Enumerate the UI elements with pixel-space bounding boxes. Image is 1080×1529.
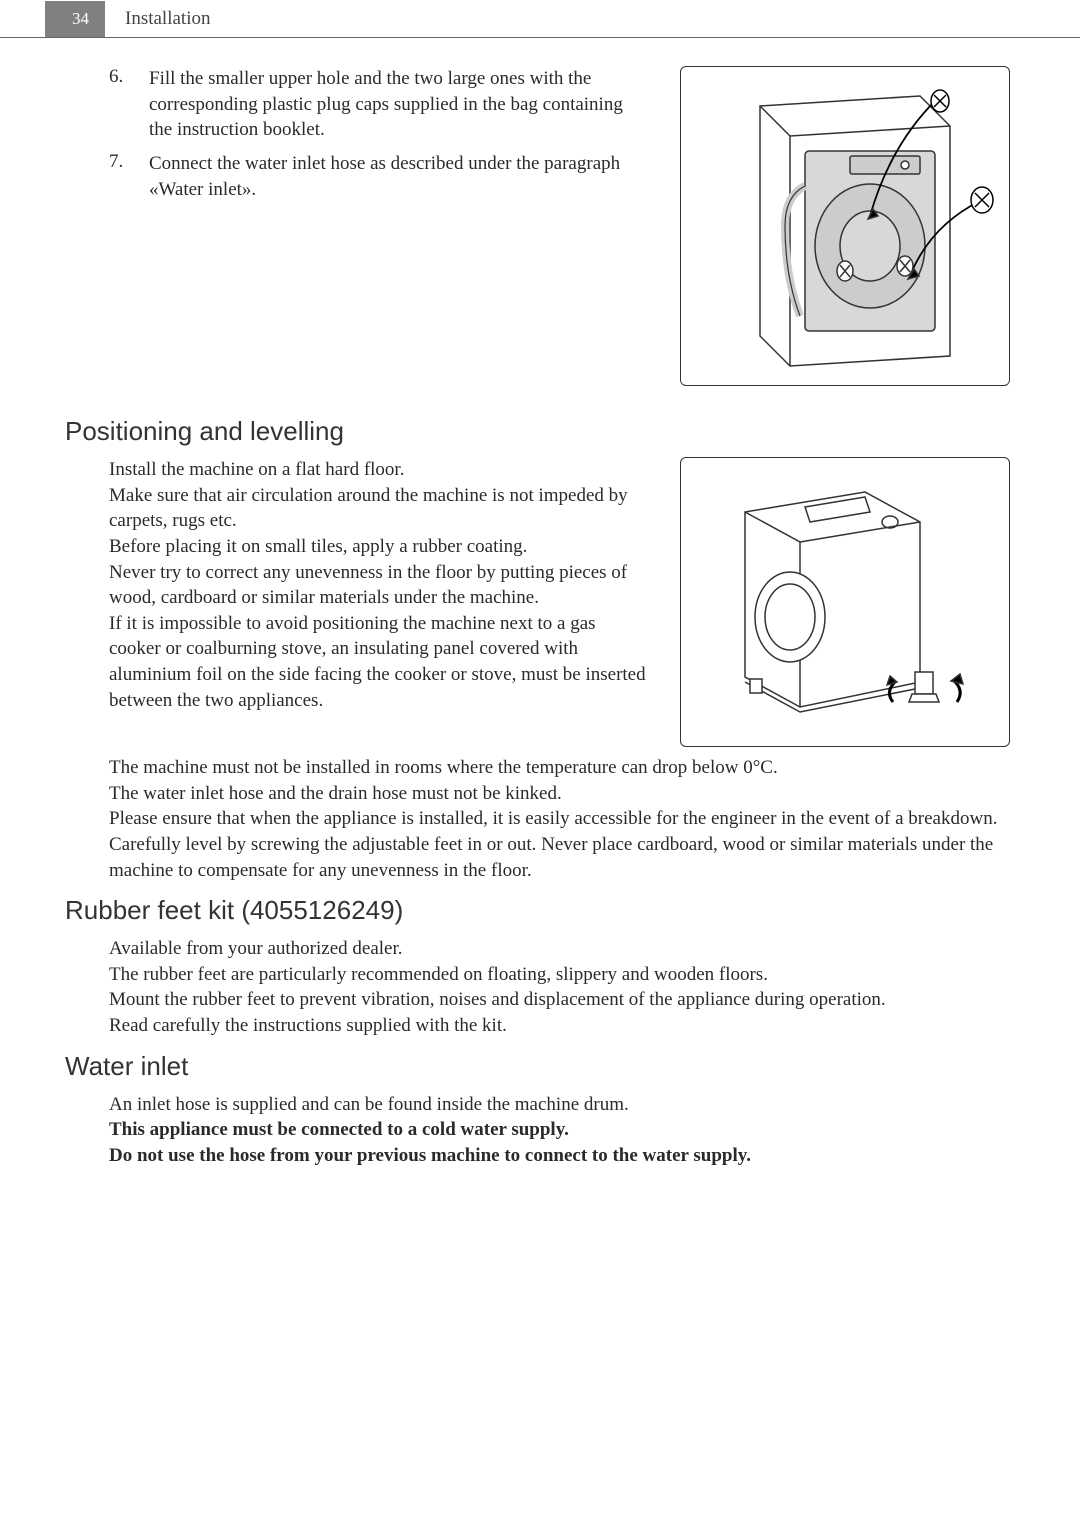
positioning-row: Install the machine on a flat hard floor… bbox=[65, 457, 1015, 747]
levelling-diagram-column bbox=[675, 457, 1015, 747]
positioning-p8: Please ensure that when the appliance is… bbox=[65, 806, 1015, 832]
page-number: 34 bbox=[45, 1, 105, 37]
rubber-feet-p4: Read carefully the instructions supplied… bbox=[65, 1013, 1015, 1039]
positioning-p5: If it is impossible to avoid positioning… bbox=[65, 611, 650, 714]
header-section-title: Installation bbox=[125, 8, 210, 30]
washing-machine-levelling-diagram-icon bbox=[690, 467, 1000, 737]
step-number: 6. bbox=[109, 66, 149, 143]
rubber-feet-heading: Rubber feet kit (4055126249) bbox=[65, 895, 1015, 926]
water-inlet-heading: Water inlet bbox=[65, 1051, 1015, 1082]
levelling-diagram-box bbox=[680, 457, 1010, 747]
washing-machine-rear-diagram-icon bbox=[690, 76, 1000, 376]
plug-caps-diagram-box bbox=[680, 66, 1010, 386]
installation-steps-list: 6. Fill the smaller upper hole and the t… bbox=[65, 66, 650, 202]
steps-row: 6. Fill the smaller upper hole and the t… bbox=[65, 66, 1015, 386]
rubber-feet-p3: Mount the rubber feet to prevent vibrati… bbox=[65, 987, 1015, 1013]
positioning-p6: The machine must not be installed in roo… bbox=[65, 755, 1015, 781]
positioning-p3: Before placing it on small tiles, apply … bbox=[65, 534, 650, 560]
positioning-p2: Make sure that air circulation around th… bbox=[65, 483, 650, 534]
positioning-p9: Carefully level by screwing the adjustab… bbox=[65, 832, 1015, 883]
diagram-column bbox=[675, 66, 1015, 386]
step-7: 7. Connect the water inlet hose as descr… bbox=[109, 151, 650, 202]
page-content: 6. Fill the smaller upper hole and the t… bbox=[0, 66, 1080, 1209]
page-header: 34 Installation bbox=[0, 0, 1080, 38]
rubber-feet-p2: The rubber feet are particularly recomme… bbox=[65, 962, 1015, 988]
positioning-heading: Positioning and levelling bbox=[65, 416, 1015, 447]
step-6: 6. Fill the smaller upper hole and the t… bbox=[109, 66, 650, 143]
rubber-feet-p1: Available from your authorized dealer. bbox=[65, 936, 1015, 962]
water-inlet-p2: This appliance must be connected to a co… bbox=[65, 1117, 1015, 1143]
positioning-p1: Install the machine on a flat hard floor… bbox=[65, 457, 650, 483]
steps-text-column: 6. Fill the smaller upper hole and the t… bbox=[65, 66, 650, 386]
water-inlet-p3: Do not use the hose from your previous m… bbox=[65, 1143, 1015, 1169]
step-text: Connect the water inlet hose as describe… bbox=[149, 151, 650, 202]
step-text: Fill the smaller upper hole and the two … bbox=[149, 66, 650, 143]
positioning-text-column: Install the machine on a flat hard floor… bbox=[65, 457, 650, 747]
water-inlet-p1: An inlet hose is supplied and can be fou… bbox=[65, 1092, 1015, 1118]
positioning-p4: Never try to correct any unevenness in t… bbox=[65, 560, 650, 611]
positioning-p7: The water inlet hose and the drain hose … bbox=[65, 781, 1015, 807]
step-number: 7. bbox=[109, 151, 149, 202]
